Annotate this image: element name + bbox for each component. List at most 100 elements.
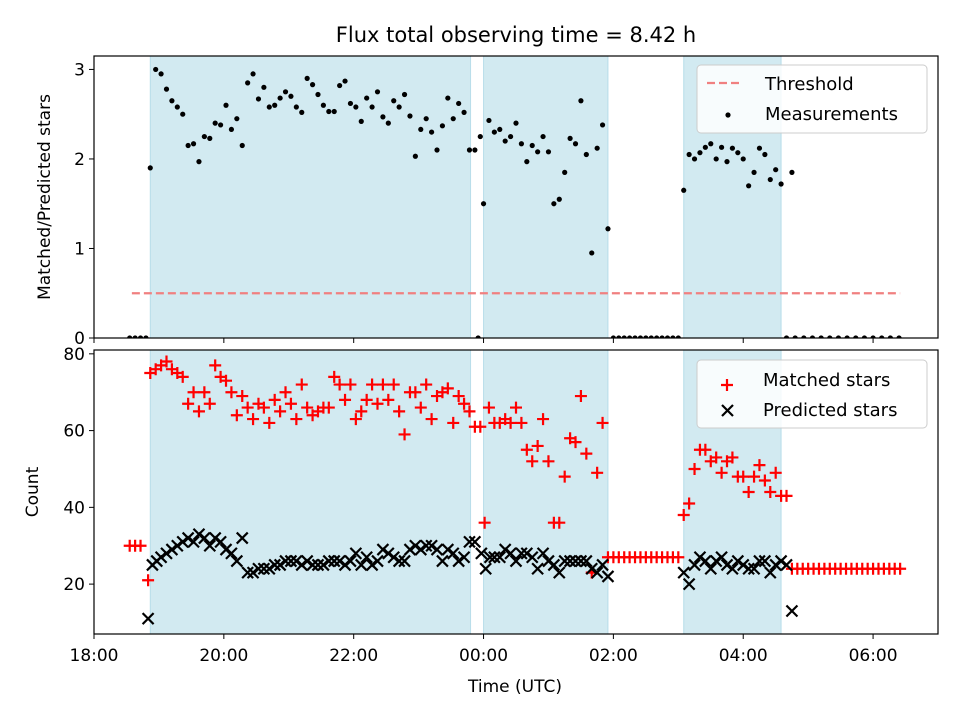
matched-star-point-55 xyxy=(420,378,433,391)
measurement-point-38 xyxy=(331,108,337,115)
bottom-panel: 20 40 60 80 18:00 20:00 22:00 00:00 02:00 04:00 0… xyxy=(23,345,939,697)
predicted-star-point-32 xyxy=(311,558,325,572)
measurement-point-44 xyxy=(364,95,370,101)
measurement-point-53 xyxy=(412,153,418,159)
matched-star-point-120 xyxy=(769,466,782,479)
matched-star-point-49 xyxy=(387,378,400,391)
measurement-point-91 xyxy=(610,335,616,338)
measurement-point-61 xyxy=(456,100,462,107)
measurement-point-35 xyxy=(315,91,321,98)
predicted-star-point-98 xyxy=(736,558,750,572)
matched-star-point-38 xyxy=(328,370,341,383)
measurement-point-50 xyxy=(396,104,402,110)
matched-legend-label: Matched stars xyxy=(763,370,890,391)
matched-star-point-18 xyxy=(220,374,233,387)
matched-star-point-10 xyxy=(176,370,189,383)
predicted-star-point-40 xyxy=(354,558,368,572)
measurement-point-87 xyxy=(589,250,595,256)
matched-star-point-39 xyxy=(333,378,346,391)
top-legend-box xyxy=(696,64,928,134)
measurement-point-19 xyxy=(228,126,235,133)
matched-star-point-107 xyxy=(699,443,712,456)
bottom-ytick-label-3: 80 xyxy=(63,345,85,365)
measurement-point-33 xyxy=(304,75,310,81)
measurement-point-4 xyxy=(147,165,153,171)
matched-star-point-67 xyxy=(482,401,495,414)
measurement-point-135 xyxy=(879,335,885,338)
predicted-star-point-18 xyxy=(235,531,249,545)
matched-star-point-11 xyxy=(182,397,195,410)
top-legend: Threshold Measurements xyxy=(696,64,928,134)
matched-star-point-40 xyxy=(339,393,352,406)
measurement-point-9 xyxy=(174,104,180,110)
predicted-star-point-100 xyxy=(747,562,761,576)
matched-star-point-115 xyxy=(742,486,755,498)
predicted-star-point-10 xyxy=(192,527,206,541)
predicted-star-point-64 xyxy=(483,550,497,564)
measurement-point-57 xyxy=(434,147,440,153)
matched-star-point-61 xyxy=(452,390,465,403)
matched-star-point-114 xyxy=(737,470,750,483)
measurement-point-77 xyxy=(535,149,541,155)
measurement-point-16 xyxy=(212,120,218,126)
matched-star-point-50 xyxy=(393,405,406,418)
bottom-ytick-label-0: 20 xyxy=(63,575,85,595)
matched-star-point-76 xyxy=(531,439,544,452)
measurement-point-75 xyxy=(524,159,530,165)
measurement-point-118 xyxy=(756,145,763,151)
matched-star-point-47 xyxy=(376,378,389,391)
measurement-point-111 xyxy=(718,144,725,150)
predicted-star-point-75 xyxy=(542,554,555,568)
matched-star-point-7 xyxy=(160,355,173,368)
measurement-point-26 xyxy=(266,104,272,110)
matched-star-point-23 xyxy=(247,413,260,426)
predicted-star-point-77 xyxy=(553,566,566,579)
measurement-point-70 xyxy=(497,126,503,133)
measurements-legend-label: Measurements xyxy=(765,104,898,125)
predicted-star-point-65 xyxy=(488,550,501,564)
predicted-star-point-53 xyxy=(425,539,438,553)
predicted-star-point-50 xyxy=(409,539,422,553)
measurement-point-30 xyxy=(288,93,294,99)
top-y-ticks: 0 1 2 3 xyxy=(74,60,94,349)
measurement-point-133 xyxy=(861,335,868,338)
predicted-star-point-97 xyxy=(731,554,745,568)
measurement-point-112 xyxy=(724,159,730,165)
predicted-star-point-95 xyxy=(720,558,734,572)
predicted-star-point-37 xyxy=(338,558,352,572)
top-ytick-label-0: 0 xyxy=(74,329,85,349)
matched-star-point-15 xyxy=(203,397,216,410)
predicted-star-point-83 xyxy=(585,562,599,576)
predicted-star-point-78 xyxy=(558,554,571,568)
bottom-ytick-label-1: 40 xyxy=(63,498,85,518)
matched-star-point-26 xyxy=(263,416,276,429)
predicted-star-point-0 xyxy=(141,612,155,625)
predicted-star-point-14 xyxy=(214,535,227,549)
measurement-point-98 xyxy=(648,335,654,338)
x-axis-label: Time (UTC) xyxy=(467,677,562,697)
measurement-point-95 xyxy=(632,335,638,338)
matched-star-point-143 xyxy=(894,562,907,575)
measurement-point-123 xyxy=(789,169,795,175)
matched-star-point-80 xyxy=(553,516,566,529)
predicted-star-point-72 xyxy=(525,550,539,564)
matched-star-point-81 xyxy=(558,470,571,483)
bottom-shade-1 xyxy=(483,349,609,635)
measurement-point-10 xyxy=(180,111,186,117)
measurement-point-68 xyxy=(486,117,492,124)
measurement-point-14 xyxy=(201,133,207,140)
matched-star-point-44 xyxy=(360,393,373,406)
predicted-star-point-43 xyxy=(371,554,384,568)
measurement-point-134 xyxy=(870,335,876,338)
predicted-star-point-80 xyxy=(569,554,582,568)
measurement-point-96 xyxy=(637,335,644,338)
measurement-point-90 xyxy=(605,226,611,232)
measurement-point-52 xyxy=(407,113,413,119)
measurement-point-127 xyxy=(809,335,816,338)
chart-title: Flux total observing time = 8.42 h xyxy=(336,23,696,47)
matched-star-point-75 xyxy=(526,455,539,468)
predicted-star-point-92 xyxy=(704,562,718,576)
predicted-star-point-85 xyxy=(596,558,609,572)
top-y-axis-label: Matched/Predicted stars xyxy=(35,94,55,300)
measurement-point-23 xyxy=(250,71,256,77)
